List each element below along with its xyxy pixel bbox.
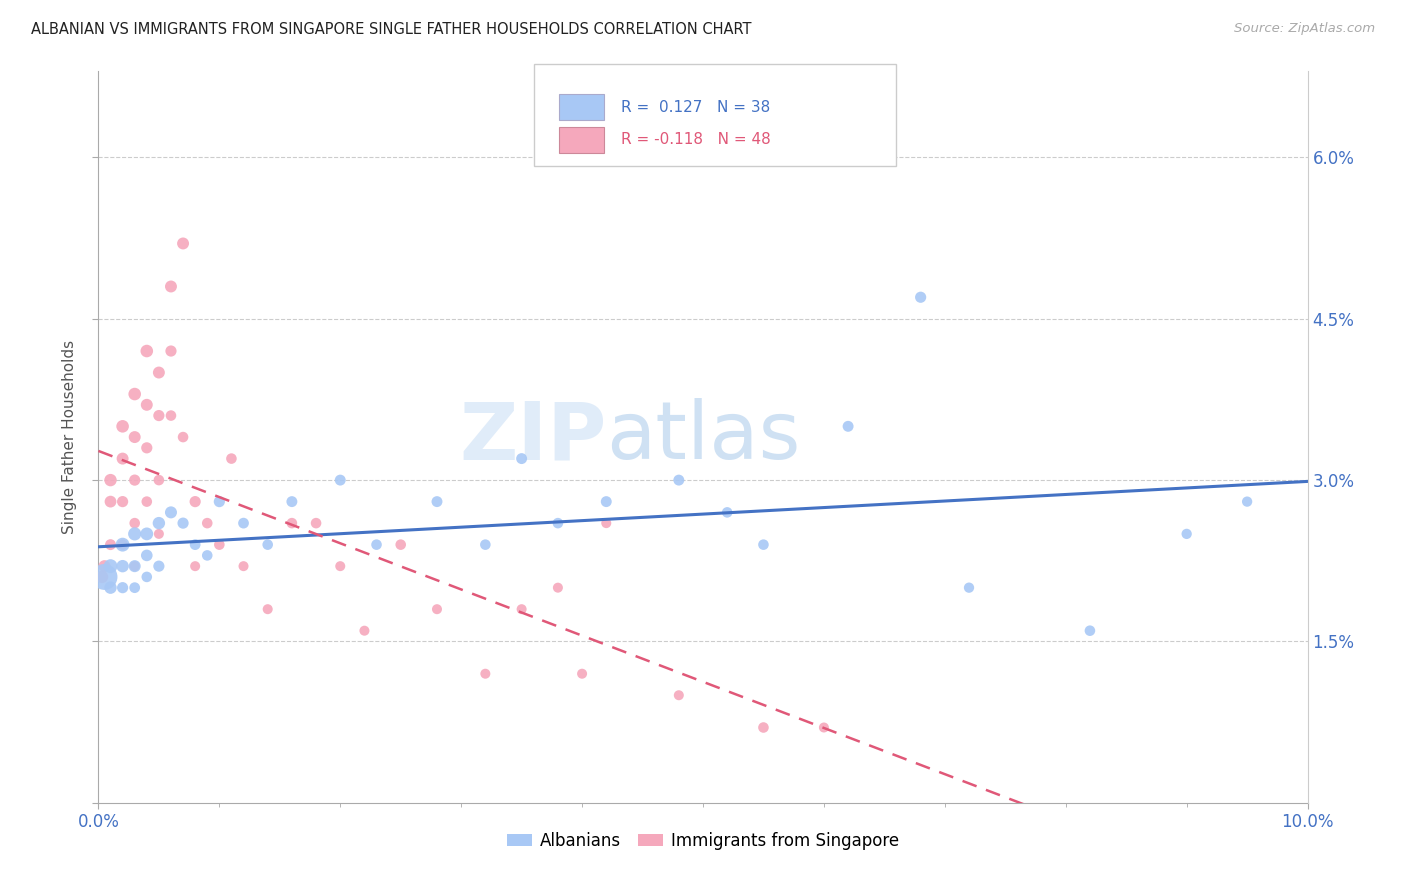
Point	[474, 666, 496, 681]
Point	[172, 430, 194, 444]
Point	[208, 494, 231, 508]
Point	[837, 419, 859, 434]
Legend: Albanians, Immigrants from Singapore: Albanians, Immigrants from Singapore	[501, 825, 905, 856]
Point	[160, 505, 183, 519]
Point	[111, 494, 134, 508]
Point	[93, 559, 115, 574]
Point	[135, 344, 157, 359]
Point	[148, 473, 170, 487]
FancyBboxPatch shape	[560, 95, 603, 120]
Point	[124, 387, 146, 401]
Point	[232, 516, 254, 530]
Point	[426, 494, 449, 508]
Point	[305, 516, 328, 530]
Point	[124, 559, 146, 574]
Point	[111, 538, 134, 552]
Point	[256, 538, 278, 552]
Text: ALBANIAN VS IMMIGRANTS FROM SINGAPORE SINGLE FATHER HOUSEHOLDS CORRELATION CHART: ALBANIAN VS IMMIGRANTS FROM SINGAPORE SI…	[31, 22, 751, 37]
Point	[100, 473, 122, 487]
Point	[184, 494, 207, 508]
Point	[232, 559, 254, 574]
Point	[124, 430, 146, 444]
Point	[571, 666, 593, 681]
Text: R = -0.118   N = 48: R = -0.118 N = 48	[621, 132, 770, 147]
Point	[668, 688, 690, 702]
Point	[148, 516, 170, 530]
Point	[389, 538, 412, 552]
Point	[160, 409, 183, 423]
Point	[547, 516, 569, 530]
Point	[752, 721, 775, 735]
Point	[135, 494, 157, 508]
Point	[547, 581, 569, 595]
Point	[184, 559, 207, 574]
Point	[256, 602, 278, 616]
Point	[353, 624, 375, 638]
Point	[208, 538, 231, 552]
Point	[100, 581, 122, 595]
Point	[124, 559, 146, 574]
Point	[111, 538, 134, 552]
Point	[1236, 494, 1258, 508]
Point	[510, 602, 533, 616]
Point	[148, 559, 170, 574]
Point	[329, 559, 352, 574]
Point	[329, 473, 352, 487]
Point	[957, 581, 980, 595]
Point	[172, 236, 194, 251]
Point	[93, 570, 115, 584]
Point	[124, 516, 146, 530]
Point	[124, 473, 146, 487]
Point	[1078, 624, 1101, 638]
FancyBboxPatch shape	[560, 127, 603, 153]
Point	[148, 527, 170, 541]
Point	[281, 516, 304, 530]
Point	[595, 516, 617, 530]
Point	[148, 409, 170, 423]
Point	[195, 549, 218, 563]
Point	[160, 279, 183, 293]
Text: atlas: atlas	[606, 398, 800, 476]
Point	[184, 538, 207, 552]
Point	[813, 721, 835, 735]
Point	[595, 494, 617, 508]
Point	[221, 451, 243, 466]
Point	[135, 527, 157, 541]
Point	[124, 581, 146, 595]
Point	[752, 538, 775, 552]
Point	[135, 441, 157, 455]
Point	[148, 366, 170, 380]
Point	[474, 538, 496, 552]
Point	[1175, 527, 1198, 541]
Point	[91, 570, 114, 584]
Point	[111, 419, 134, 434]
Point	[100, 538, 122, 552]
FancyBboxPatch shape	[534, 64, 897, 167]
Point	[668, 473, 690, 487]
Point	[426, 602, 449, 616]
Point	[111, 451, 134, 466]
Point	[135, 398, 157, 412]
Point	[281, 494, 304, 508]
Text: R =  0.127   N = 38: R = 0.127 N = 38	[621, 100, 770, 115]
Y-axis label: Single Father Households: Single Father Households	[62, 340, 77, 534]
Point	[100, 494, 122, 508]
Point	[160, 344, 183, 359]
Point	[366, 538, 388, 552]
Point	[172, 516, 194, 530]
Point	[135, 570, 157, 584]
Text: ZIP: ZIP	[458, 398, 606, 476]
Point	[124, 527, 146, 541]
Point	[910, 290, 932, 304]
Point	[510, 451, 533, 466]
Point	[135, 549, 157, 563]
Point	[111, 581, 134, 595]
Text: Source: ZipAtlas.com: Source: ZipAtlas.com	[1234, 22, 1375, 36]
Point	[195, 516, 218, 530]
Point	[100, 559, 122, 574]
Point	[111, 559, 134, 574]
Point	[716, 505, 738, 519]
